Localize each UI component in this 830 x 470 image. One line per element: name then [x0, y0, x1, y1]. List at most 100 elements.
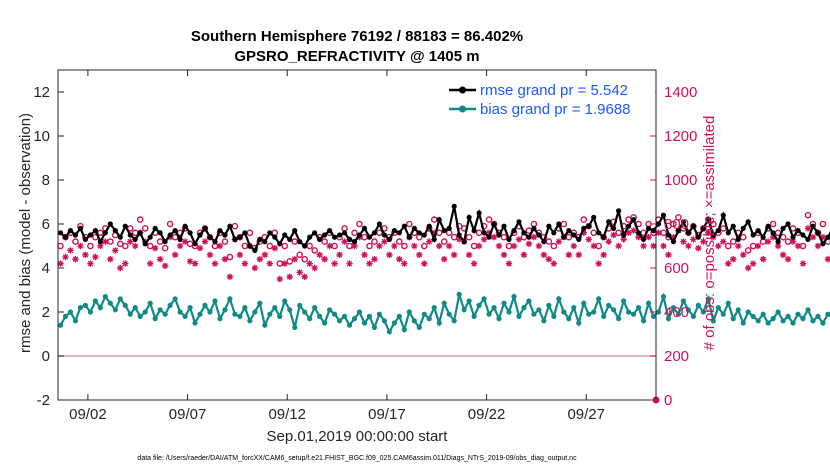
assimilated-point — [236, 251, 244, 258]
rmse-point — [705, 217, 711, 223]
possible-point — [366, 242, 373, 250]
bias-point — [720, 311, 726, 317]
rmse-point — [476, 210, 482, 216]
bias-point — [451, 318, 457, 324]
bias-point — [366, 313, 373, 319]
bias-point — [645, 300, 652, 306]
assimilated-point — [151, 245, 159, 252]
bias-point — [740, 320, 746, 326]
rmse-point — [287, 236, 293, 242]
bias-point — [461, 307, 467, 313]
bias-point — [650, 313, 657, 319]
bias-point — [192, 320, 198, 326]
bias-point — [506, 309, 512, 315]
assimilated-point — [615, 242, 622, 250]
rmse-point — [526, 234, 532, 240]
bias-point — [635, 305, 642, 311]
rmse-point — [212, 239, 218, 245]
bias-point — [825, 311, 830, 317]
rmse-point — [760, 234, 766, 240]
assimilated-point — [146, 260, 154, 267]
assimilated-point — [585, 236, 592, 243]
rmse-point — [77, 225, 84, 231]
assimilated-point — [361, 251, 368, 258]
bias-point — [317, 313, 323, 319]
assimilated-point — [161, 262, 169, 269]
bias-point — [675, 311, 682, 317]
bias-point — [57, 322, 64, 328]
assimilated-point — [77, 242, 84, 250]
rmse-series — [57, 203, 830, 253]
rmse-point — [571, 232, 577, 238]
rmse-point — [57, 230, 64, 236]
bias-point — [346, 322, 353, 328]
rmse-point — [820, 241, 826, 247]
bias-point — [606, 302, 612, 308]
y-tick-label: 10 — [33, 128, 50, 145]
bias-point — [331, 311, 338, 317]
assimilated-point — [381, 238, 388, 245]
possible-point — [301, 255, 308, 263]
bias-point — [92, 298, 98, 304]
rmse-point — [561, 234, 567, 240]
assimilated-point — [794, 242, 802, 250]
assimilated-point — [535, 242, 543, 250]
bias-point — [695, 302, 701, 308]
rmse-point — [167, 232, 173, 238]
bias-point — [561, 309, 567, 315]
rmse-point — [601, 234, 607, 240]
rmse-point — [765, 223, 771, 229]
bias-point — [142, 309, 148, 315]
assimilated-point — [426, 238, 433, 245]
bias-point — [621, 298, 627, 304]
bias-point — [132, 305, 138, 311]
assimilated-point — [112, 247, 119, 254]
assimilated-series — [57, 225, 830, 283]
bias-point — [770, 316, 776, 322]
assimilated-point — [520, 251, 528, 258]
rmse-point — [381, 232, 388, 238]
bias-point — [471, 313, 477, 319]
bias-point — [481, 296, 487, 302]
chart-title: Southern Hemisphere 76192 / 88183 = 86.4… — [191, 28, 523, 45]
bias-point — [725, 300, 731, 306]
bias-point — [516, 313, 522, 319]
rmse-point — [511, 228, 517, 234]
assimilated-point — [730, 256, 737, 263]
assimilated-point — [665, 251, 672, 258]
assimilated-point — [630, 227, 637, 234]
bias-point — [416, 324, 422, 330]
bias-point — [426, 316, 432, 322]
x-tick-label: 09/12 — [268, 406, 306, 423]
rmse-point — [461, 239, 467, 245]
rmse-point — [680, 219, 687, 225]
bias-point — [511, 294, 517, 300]
bias-point — [137, 313, 143, 319]
bias-point — [685, 307, 691, 313]
assimilated-point — [575, 251, 582, 258]
bias-point — [785, 313, 791, 319]
assimilated-point — [196, 245, 204, 252]
bias-point — [381, 318, 388, 324]
possible-point — [351, 229, 358, 237]
bias-point — [227, 296, 233, 302]
rmse-point — [516, 219, 522, 225]
rmse-point — [740, 225, 746, 231]
y2-tick-label: 1200 — [664, 128, 697, 145]
rmse-point — [72, 232, 79, 238]
assimilated-point — [470, 260, 478, 267]
bias-point — [660, 294, 667, 300]
bias-point — [601, 313, 607, 319]
assimilated-point — [421, 260, 428, 267]
bias-point — [551, 313, 557, 319]
rmse-point — [92, 228, 98, 234]
rmse-point — [112, 228, 118, 234]
rmse-point — [451, 203, 457, 209]
assimilated-point — [640, 242, 647, 250]
assimilated-point — [181, 238, 189, 245]
rmse-point — [356, 232, 363, 238]
rmse-point — [586, 223, 592, 229]
bias-series — [57, 291, 830, 335]
possible-point — [141, 225, 149, 232]
